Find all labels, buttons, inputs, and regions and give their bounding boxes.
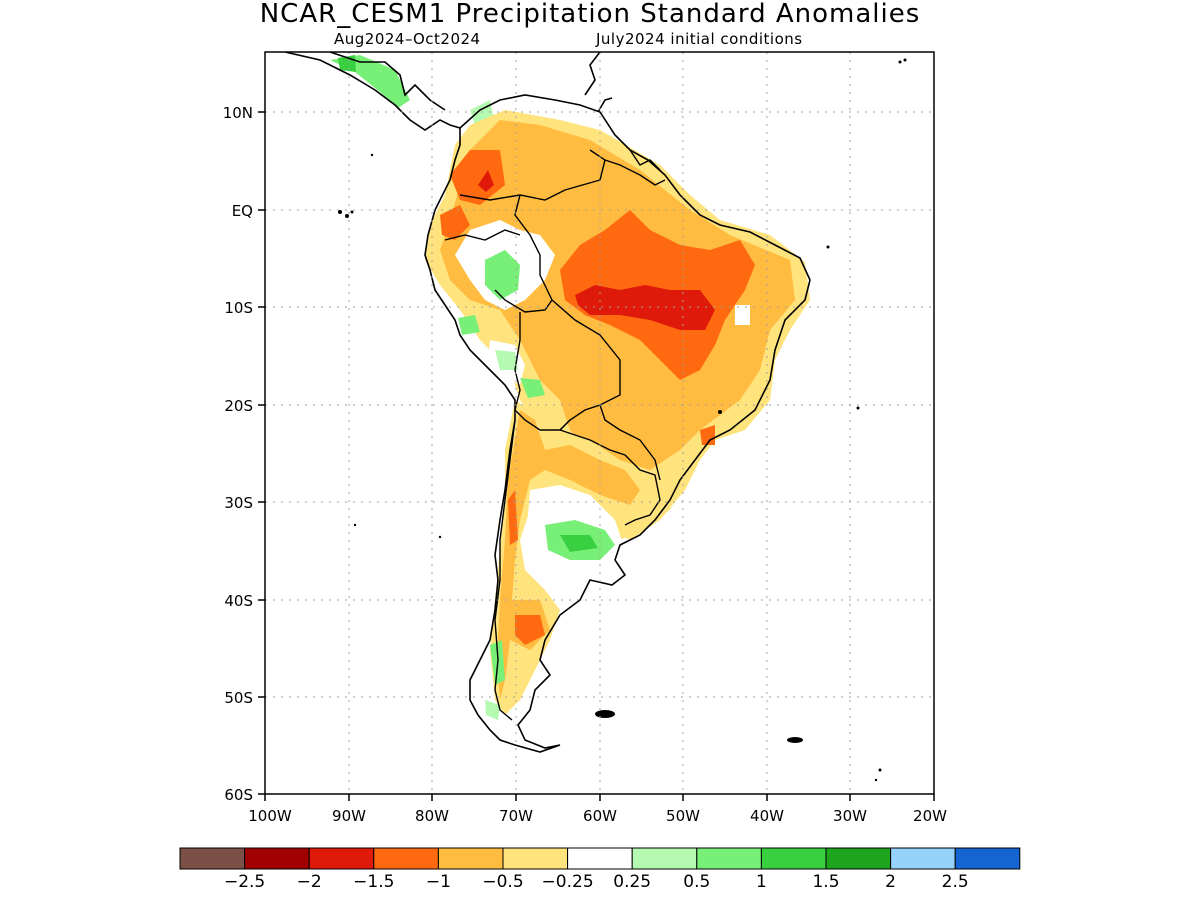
colorbar-swatch	[825, 847, 892, 870]
islands	[338, 58, 907, 782]
lat-label-30s: 30S	[224, 494, 253, 512]
lon-label-30w: 30W	[833, 807, 867, 825]
lon-label-50w: 50W	[666, 807, 700, 825]
colorbar	[179, 847, 1021, 870]
colorbar-label: 2	[885, 872, 897, 892]
lat-label-10n: 10N	[223, 104, 253, 122]
colorbar-label: 1.5	[812, 872, 840, 892]
colorbar-swatch	[437, 847, 504, 870]
colorbar-label: 0.25	[613, 872, 652, 892]
colorbar-swatch	[373, 847, 439, 870]
initial-conditions-subtitle: July2024 initial conditions	[596, 30, 803, 48]
colorbar-label: −2.5	[223, 872, 266, 892]
lat-label-eq: EQ	[232, 202, 253, 220]
lat-label-50s: 50S	[224, 689, 253, 707]
lon-label-20w: 20W	[913, 807, 947, 825]
colorbar-label: −0.5	[482, 872, 524, 892]
colorbar-swatch	[179, 847, 246, 870]
lat-label-60s: 60S	[224, 786, 253, 804]
colorbar-label: −1.5	[353, 872, 395, 892]
anomaly-shading	[330, 55, 810, 720]
colorbar-label: −2	[296, 872, 322, 892]
colorbar-swatch	[954, 847, 1021, 870]
lon-label-90w: 90W	[332, 807, 366, 825]
colorbar-swatch	[890, 847, 956, 870]
colorbar-label: 0.5	[683, 872, 711, 892]
colorbar-label: −1	[425, 872, 451, 892]
colorbar-label: −0.25	[541, 872, 594, 892]
chart-title: NCAR_CESM1 Precipitation Standard Anomal…	[259, 0, 921, 29]
lon-label-70w: 70W	[499, 807, 533, 825]
lat-label-10s: 10S	[224, 299, 253, 317]
colorbar-swatch	[244, 847, 310, 870]
lat-label-40s: 40S	[224, 592, 253, 610]
colorbar-swatch	[696, 847, 762, 870]
lon-label-80w: 80W	[415, 807, 449, 825]
colorbar-swatch	[567, 847, 633, 870]
period-subtitle: Aug2024–Oct2024	[334, 30, 481, 48]
lon-label-60w: 60W	[583, 807, 617, 825]
colorbar-label: 2.5	[941, 872, 969, 892]
colorbar-swatch	[631, 847, 698, 870]
colorbar-swatch	[308, 847, 375, 870]
lon-label-40w: 40W	[750, 807, 784, 825]
colorbar-swatch	[760, 847, 827, 870]
colorbar-swatch	[502, 847, 569, 870]
lon-label-100w: 100W	[248, 807, 292, 825]
colorbar-label: 1	[755, 872, 767, 892]
lat-label-20s: 20S	[224, 397, 253, 415]
